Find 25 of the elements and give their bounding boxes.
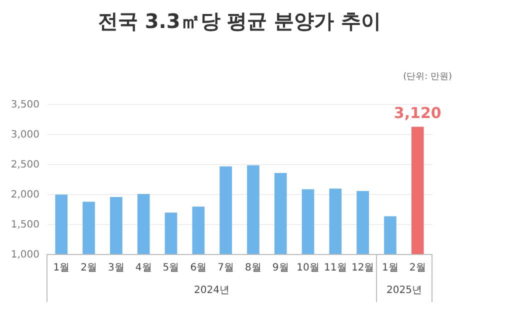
data-label: 3,120 <box>394 104 442 122</box>
text: 2024년 <box>194 285 230 296</box>
chart-subtitle: (단위: 만원) <box>403 72 452 82</box>
y-tick-label: 3,000 <box>10 130 40 140</box>
x-tick-label: 5월 <box>162 262 180 274</box>
x-tick-label: 12월 <box>351 262 374 274</box>
x-tick-label: 10월 <box>296 262 320 274</box>
x-tick-label: 6월 <box>190 262 207 274</box>
x-tick-label: 2월 <box>409 262 426 274</box>
y-tick-label: 1,000 <box>10 250 40 260</box>
text: 2025년 <box>386 285 422 296</box>
x-tick-label: 4월 <box>135 262 152 274</box>
y-tick-label: 1,500 <box>10 220 40 230</box>
x-tick-label: 7월 <box>218 262 234 274</box>
y-tick-label: 2,000 <box>10 190 40 200</box>
y-tick-label: 3,500 <box>10 100 40 110</box>
chart-title: 전국 3.3㎡당 평균 분양가 추이 <box>98 9 382 33</box>
y-tick-label: 2,500 <box>10 160 40 170</box>
x-tick-label: 8월 <box>245 262 262 274</box>
x-tick-label: 1월 <box>53 262 70 274</box>
x-tick-label: 11월 <box>324 262 347 274</box>
x-tick-label: 2월 <box>80 262 97 274</box>
x-tick-label: 9월 <box>272 262 289 274</box>
x-tick-label: 1월 <box>382 262 398 274</box>
x-tick-label: 3월 <box>108 262 124 274</box>
